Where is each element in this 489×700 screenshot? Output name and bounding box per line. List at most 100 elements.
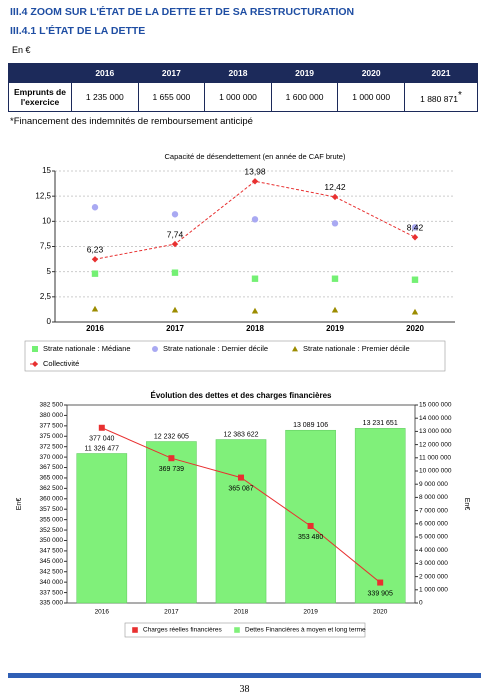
y-tick-label: 2,5 <box>40 292 52 301</box>
column-header: 2019 <box>270 63 339 83</box>
y-tick-label: 342 500 <box>40 568 64 575</box>
y2-tick-label: 6 000 000 <box>419 521 448 528</box>
marker <box>171 306 179 313</box>
point-value-label: 6,23 <box>87 245 104 255</box>
y-tick-label: 382 500 <box>40 402 64 409</box>
x-tick-label: 2017 <box>166 324 184 333</box>
y-tick-label: 335 000 <box>40 600 64 607</box>
legend-label: Strate nationale : Premier décile <box>303 344 410 353</box>
marker <box>132 627 138 633</box>
y-tick-label: 12,5 <box>35 191 51 200</box>
footer-bar <box>8 673 481 678</box>
marker <box>91 256 99 263</box>
y-tick-label: 347 500 <box>40 548 64 555</box>
marker <box>91 270 99 277</box>
legend-label: Charges réelles financières <box>143 627 223 634</box>
legend-label: Strate nationale : Médiane <box>43 344 131 353</box>
y-tick-label: 375 000 <box>40 433 64 440</box>
y2-tick-label: 8 000 000 <box>419 494 448 501</box>
loans-table: 2016 2017 2018 2019 2020 2021 Emprunts d… <box>8 63 479 112</box>
y-axis-title: En€ <box>16 498 23 511</box>
cell: 1 235 000 <box>71 82 139 112</box>
x-tick-label: 2016 <box>86 324 104 333</box>
x-tick-label: 2019 <box>326 324 344 333</box>
y2-tick-label: 7 000 000 <box>419 507 448 514</box>
column-header: 2017 <box>137 63 206 83</box>
point-value-label: 13,98 <box>244 167 266 177</box>
y2-tick-label: 1 000 000 <box>419 587 448 594</box>
y2-tick-label: 3 000 000 <box>419 560 448 567</box>
bar <box>215 439 267 604</box>
y-tick-label: 372 500 <box>40 443 64 450</box>
y-tick-label: 350 000 <box>40 537 64 544</box>
marker <box>152 346 158 352</box>
column-header: 2020 <box>337 63 405 83</box>
y-tick-label: 15 <box>42 166 51 175</box>
point-value-label: 377 040 <box>89 436 114 443</box>
point-value-label: 369 739 <box>159 466 184 473</box>
x-tick-label: 2018 <box>234 609 249 616</box>
bar-value-label: 12 383 622 <box>223 431 258 438</box>
marker <box>171 240 179 248</box>
y-tick-label: 365 000 <box>40 475 64 482</box>
x-tick-label: 2020 <box>373 609 388 616</box>
marker <box>377 579 384 586</box>
point-value-label: 339 905 <box>368 590 393 597</box>
cell: 1 655 000 <box>137 82 206 112</box>
cell-value: 1 880 871 <box>420 93 458 104</box>
y-tick-label: 360 000 <box>40 496 64 503</box>
marker <box>251 307 259 314</box>
marker <box>171 211 179 218</box>
table-row: Emprunts de l'exercice 1 235 000 1 655 0… <box>8 82 479 112</box>
marker <box>331 275 339 282</box>
marker <box>411 276 419 283</box>
marker <box>411 224 419 231</box>
y-tick-label: 377 500 <box>40 423 64 430</box>
bar <box>76 453 128 604</box>
legend-frame <box>24 340 446 372</box>
marker <box>91 305 99 312</box>
marker <box>171 269 179 276</box>
marker <box>307 522 314 529</box>
marker <box>98 424 105 431</box>
x-tick-label: 2019 <box>303 609 318 616</box>
marker <box>91 204 99 211</box>
y-tick-label: 362 500 <box>40 485 64 492</box>
x-tick-label: 2020 <box>406 324 424 333</box>
y2-tick-label: 11 000 000 <box>419 455 451 462</box>
y2-axis-title: En€ <box>463 498 470 511</box>
cell: 1 000 000 <box>204 82 272 112</box>
y2-tick-label: 4 000 000 <box>419 547 448 554</box>
section-title: III.4 ZOOM SUR L'ÉTAT DE LA DETTE ET DE … <box>10 6 355 18</box>
y-tick-label: 5 <box>47 267 52 276</box>
column-header: 2016 <box>71 63 139 83</box>
marker <box>168 455 175 462</box>
chart-title: Capacité de désendettement (en année de … <box>165 152 346 161</box>
y-tick-label: 0 <box>47 317 52 326</box>
y2-tick-label: 15 000 000 <box>419 402 452 409</box>
x-tick-label: 2018 <box>246 324 264 333</box>
marker <box>331 193 339 201</box>
y-tick-label: 370 000 <box>40 454 64 461</box>
y-tick-label: 367 500 <box>40 464 64 471</box>
point-value-label: 365 087 <box>228 485 253 492</box>
marker <box>331 306 339 313</box>
cell: 1 880 871* <box>403 82 479 112</box>
y-tick-label: 345 000 <box>40 558 64 565</box>
marker <box>251 216 259 223</box>
cell: 1 000 000 <box>337 82 405 112</box>
bar <box>285 429 336 604</box>
y-tick-label: 355 000 <box>40 516 64 523</box>
y2-tick-label: 12 000 000 <box>419 441 452 448</box>
marker <box>234 627 240 633</box>
marker <box>251 178 259 185</box>
marker <box>32 346 38 352</box>
y2-tick-label: 0 <box>419 600 423 607</box>
subsection-title: III.4.1 L'ÉTAT DE LA DETTE <box>10 25 146 37</box>
bar-value-label: 13 089 106 <box>293 422 328 429</box>
bar <box>354 428 406 604</box>
chart-title: Évolution des dettes et des charges fina… <box>151 391 333 400</box>
marker <box>251 275 259 282</box>
cell: 1 600 000 <box>270 82 339 112</box>
